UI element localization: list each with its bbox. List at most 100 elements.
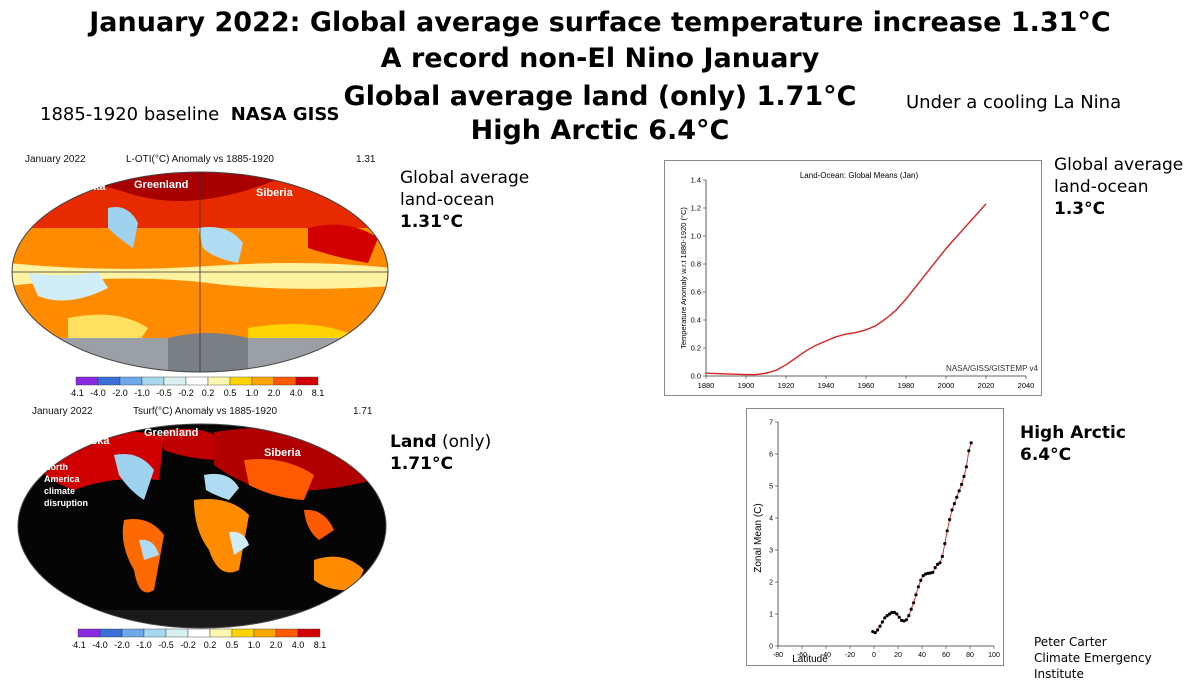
chart2-data-point — [892, 610, 896, 614]
chart2-data-point — [943, 542, 947, 546]
map1-label-alaska: Alaska — [70, 181, 106, 193]
chart2-x-tick-label: 20 — [894, 652, 902, 659]
chart2-data-point — [921, 574, 925, 578]
chart2-data-point — [936, 562, 940, 566]
land-ocean-map-note: Global average land-ocean 1.31°C — [400, 167, 529, 233]
chart2-data-point — [878, 624, 882, 628]
land-map-note: Land (only) 1.71°C — [390, 431, 491, 475]
map1-colorbar-swatch — [185, 376, 209, 386]
chart2-data-point — [876, 628, 880, 632]
chart2-data-point — [957, 489, 961, 493]
chart2-data-point — [883, 616, 887, 620]
title-line-2: A record non-El Nino January — [380, 43, 820, 74]
map1-label-greenland: Greenland — [134, 179, 188, 191]
map1-colorbar: -4.1 -4.0 -2.0 -1.0 -0.5 -0.2 0.2 0.5 1.0 2.0 4.0 8… — [70, 376, 325, 398]
chart2-x-tick-label: 80 — [966, 652, 974, 659]
chart2-y-tick-label: 3 — [769, 548, 773, 555]
map2-colorbar-tick-label: 2.0 — [270, 640, 283, 650]
chart2-data-point — [895, 612, 899, 616]
map2-header-left: January 2022 — [32, 406, 93, 417]
map1-colorbar-tick-label: -4.1 — [70, 388, 84, 398]
map1-colorbar-tick-label: -0.2 — [178, 388, 194, 398]
chart2-data-point — [897, 615, 901, 619]
chart2-data-point — [960, 482, 964, 486]
chart1-x-tick-label: 1900 — [738, 381, 755, 390]
map2-colorbar-tick-label: 8.1 — [314, 640, 327, 650]
chart2-data-point — [952, 502, 956, 506]
arctic-chart-note: High Arctic 6.4°C — [1020, 422, 1126, 466]
chart2-x-tick-label: 60 — [942, 652, 950, 659]
chart1-x-tick-label: 2040 — [1018, 381, 1035, 390]
map1-colorbar-tick-label: 2.0 — [268, 388, 281, 398]
land-ocean-chart-note-line-2: land-ocean — [1054, 177, 1149, 197]
chart1-title: Land-Ocean: Global Means (Jan) — [800, 171, 919, 180]
zonal-mean-chart: Zonal Mean (C) Latitude -80 -60 -40 -20 0 20 4… — [746, 408, 1004, 666]
map2-annotation-line-3: climate — [44, 486, 75, 496]
land-ocean-chart-note-line-1: Global average — [1054, 155, 1184, 175]
map1-colorbar-swatch — [75, 376, 99, 386]
map1-colorbar-tick-label: -4.0 — [90, 388, 106, 398]
map1-colorbar-swatch — [207, 376, 231, 386]
chart2-xlabel: Latitude — [792, 654, 828, 665]
chart1-x-tick-label: 1920 — [778, 381, 795, 390]
map2-colorbar-swatch — [187, 628, 211, 638]
map1-colorbar-tick-label: 1.0 — [246, 388, 259, 398]
chart2-data-point — [955, 495, 959, 499]
land-ocean-anomaly-map: Alaska Greenland Siberia — [11, 171, 389, 373]
map2-label-siberia: Siberia — [264, 447, 302, 459]
map2-colorbar-swatch — [231, 628, 255, 638]
map2-label-greenland: Greenland — [144, 427, 198, 439]
chart2-y-tick-label: 0 — [769, 644, 773, 651]
map1-colorbar-tick-label: 8.1 — [312, 388, 325, 398]
chart2-data-point — [940, 554, 944, 558]
chart1-series-line — [705, 203, 987, 376]
chart2-data-point — [931, 570, 935, 574]
title-line-1: January 2022: Global average surface tem… — [89, 7, 1111, 38]
chart1-x-tick-label: 2000 — [938, 381, 955, 390]
map2-colorbar-tick-label: -4.1 — [72, 640, 86, 650]
title-line-4: High Arctic 6.4°C — [470, 115, 730, 146]
chart2-data-point — [871, 630, 875, 634]
chart2-data-point — [969, 441, 973, 445]
map1-colorbar-swatch — [119, 376, 143, 386]
chart2-x-tick-label: -40 — [821, 652, 831, 659]
map2-colorbar-tick-label: 4.0 — [292, 640, 305, 650]
map1-colorbar-tick-label: -2.0 — [112, 388, 128, 398]
land-map-note-plain: (only) — [436, 432, 492, 452]
chart2-data-point — [888, 612, 892, 616]
map2-header-right: 1.71 — [353, 406, 373, 417]
chart2-data-point — [964, 465, 968, 469]
map1-colorbar-tick-label: -1.0 — [134, 388, 150, 398]
chart2-data-point — [900, 618, 904, 622]
map2-colorbar-swatch — [165, 628, 189, 638]
chart1-x-tick-label: 1940 — [818, 381, 835, 390]
chart1-y-tick-label: 1.4 — [691, 176, 701, 185]
land-ocean-global-means-chart: Land-Ocean: Global Means (Jan) Temperatu… — [664, 160, 1042, 396]
chart2-y-tick-label: 2 — [769, 580, 773, 587]
map1-colorbar-tick-label: 4.0 — [290, 388, 303, 398]
chart1-x-tick-label: 1880 — [698, 381, 715, 390]
map2-label-alaska: Alaska — [74, 435, 110, 447]
chart2-y-tick-label: 1 — [769, 612, 773, 619]
chart1-x-tick-label: 1980 — [898, 381, 915, 390]
chart1-frame — [664, 160, 1042, 396]
land-ocean-map-note-line-1: Global average — [400, 168, 530, 188]
chart1-x-tick-label: 1960 — [858, 381, 875, 390]
chart2-y-tick-label: 7 — [769, 420, 773, 427]
chart2-x-tick-label: 0 — [872, 652, 876, 659]
land-map-note-value: 1.71°C — [390, 454, 453, 474]
map2-colorbar-swatch — [253, 628, 277, 638]
map1-colorbar-tick-label: 0.5 — [224, 388, 237, 398]
map2-colorbar-tick-label: -0.2 — [180, 640, 196, 650]
map2-colorbar-tick-label: -1.0 — [136, 640, 152, 650]
chart2-data-point — [890, 610, 894, 614]
chart2-data-point — [948, 518, 952, 522]
map2-colorbar-swatch — [275, 628, 299, 638]
map1-colorbar-swatch — [163, 376, 187, 386]
map2-colorbar-tick-label: -2.0 — [114, 640, 130, 650]
chart1-y-tick-label: 0.6 — [691, 288, 701, 297]
map2-colorbar-tick-label: -4.0 — [92, 640, 108, 650]
map2-colorbar-tick-label: 0.2 — [204, 640, 217, 650]
land-map-note-bold: Land — [390, 432, 437, 452]
credit-author: Peter Carter — [1034, 635, 1107, 649]
